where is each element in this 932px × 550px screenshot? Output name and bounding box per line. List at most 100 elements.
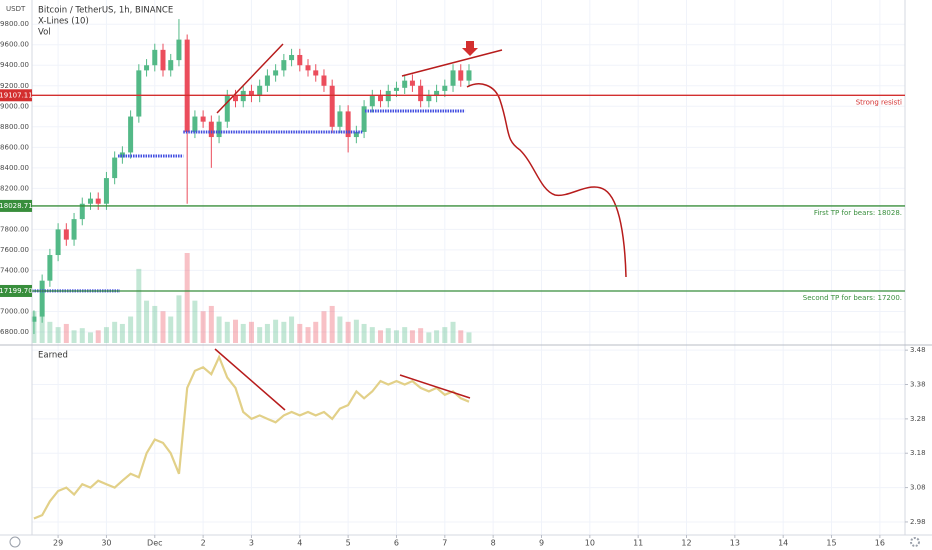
x-tick-label: 7 [442,539,447,548]
candle-body [426,96,432,102]
candle-body [95,198,101,204]
candle-body [402,80,408,88]
x-tick-label: 8 [491,539,496,548]
volume-bar [402,327,408,343]
candle-body [103,178,109,204]
zoom-icon[interactable] [9,536,21,548]
candle-body [442,85,448,91]
y-tick-label: 3.38 [910,381,926,389]
candle-body [144,65,150,71]
volume-bar [409,330,415,343]
trend-line [214,348,286,411]
y-tick-label: 19000.00 [0,102,29,110]
y-tick-label: 18600.00 [0,143,29,151]
candle-body [112,157,118,179]
candle-body [353,131,359,138]
level-price-box [0,89,32,102]
volume-bar [281,321,287,343]
volume-bar [418,328,424,343]
y-tick-label: 19600.00 [0,41,29,49]
x-tick-label: 2 [201,539,206,548]
candle-body [458,70,464,81]
drawings [214,43,627,411]
candle-body [264,75,270,86]
candle-body [273,70,279,76]
volume-bar [385,328,391,343]
trend-line [399,374,471,399]
candle-body [240,90,246,102]
y-tick-label: 17400.00 [0,266,29,274]
volume-bar [257,327,263,343]
candle-body [208,121,214,138]
volume-bar [103,327,109,343]
y-tick-label: 17000.00 [0,307,29,315]
volume-bar [329,305,335,343]
candle-body [119,152,125,158]
candle-body [63,229,69,240]
x-tick-label: 6 [394,539,399,548]
candle-body [216,121,222,138]
indicator-label: X-Lines (10) [38,17,89,27]
candle-body [337,111,343,127]
volume-bar [224,321,230,343]
arrow-down [462,41,478,56]
volume-bar [264,323,270,343]
volume-bar [144,300,150,343]
candle-body [31,316,37,322]
x-tick-label: 9 [539,539,544,548]
level-price-box [0,199,32,212]
earned-line [33,354,470,520]
candle-body [47,255,53,281]
volume-bar [442,327,448,343]
volume-bar [426,332,432,343]
candle-body [168,60,174,71]
volume-bar [393,330,399,343]
forecast-curve [466,83,627,278]
volume-bar [297,323,303,343]
x-tick-label: 29 [53,539,63,548]
candle-body [345,111,351,138]
level-price-label: 17199.70 [0,287,33,295]
volume-bar [208,305,214,343]
candle-body [257,85,263,97]
y-tick-label: 3.28 [910,415,926,423]
candle-body [160,49,166,71]
y-tick-label: 17600.00 [0,246,29,254]
volume-bar [136,268,142,343]
volume-bar [305,327,311,343]
volume-bar [466,332,472,343]
candle-body [136,70,142,117]
candle-body [184,39,190,132]
candle-body [233,96,239,102]
y-tick-label: 19800.00 [0,20,29,28]
y-tick-label: 2.98 [910,518,926,526]
candle-body [200,116,206,122]
volume-bar [79,328,85,343]
settings-icon[interactable] [910,537,920,547]
volume-bar [289,316,295,343]
volume-bar [160,311,166,343]
unit-label: USDT [6,5,26,13]
y-tick-label: 17800.00 [0,225,29,233]
volume-bar [128,316,134,343]
y-tick-label: 19200.00 [0,82,29,90]
candle-body [297,54,303,66]
candle-body [466,70,472,81]
volume-bar [321,311,327,343]
candle-body [55,229,61,256]
volume-bar [434,330,440,343]
candle-body [281,60,287,71]
level-text: Strong resisti [856,98,902,106]
candle-body [79,203,85,220]
candle-body [361,106,367,132]
candle-body [385,90,391,102]
volume-bar [345,321,351,343]
y-tick-label: 18800.00 [0,123,29,131]
chart-title: Bitcoin / TetherUS, 1h, BINANCE [38,6,173,16]
candle-body [176,39,182,61]
volume-bar [184,253,190,343]
volume-bar [273,319,279,343]
x-tick-label: 3 [249,539,254,548]
level-price-label: 19107.11 [0,91,33,99]
